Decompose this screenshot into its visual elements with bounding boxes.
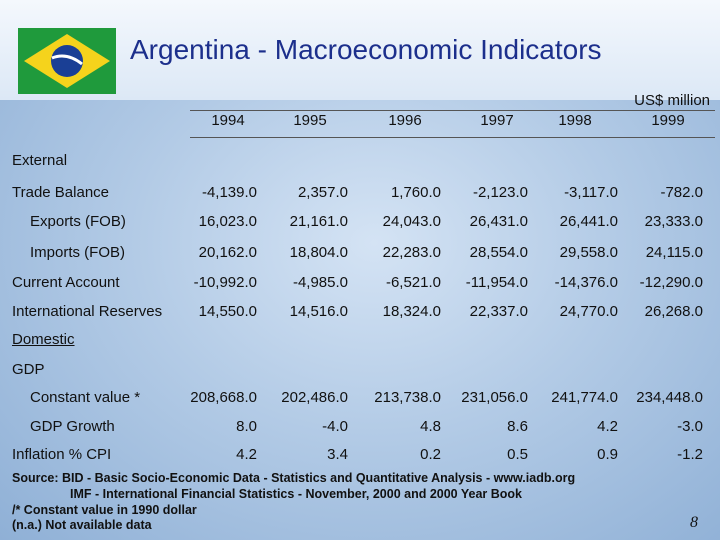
cell: 2,357.0 (297, 184, 348, 201)
column-header: 1999 (651, 112, 685, 129)
cell: 23,333.0 (644, 213, 703, 230)
row-label: Current Account (12, 274, 120, 291)
cell: 4.2 (597, 418, 618, 435)
note: IMF - International Financial Statistics… (70, 487, 523, 501)
cell: 208,668.0 (190, 389, 257, 406)
cell: 202,486.0 (281, 389, 348, 406)
cell: -4,985.0 (292, 274, 348, 291)
cell: -2,123.0 (472, 184, 528, 201)
cell: 18,804.0 (289, 244, 348, 261)
cell: 8.0 (236, 418, 257, 435)
cell: 24,115.0 (645, 244, 703, 261)
note: Source: BID - Basic Socio-Economic Data … (12, 471, 576, 485)
page-number: 8 (690, 514, 698, 531)
cell: 28,554.0 (469, 244, 528, 261)
row-label: International Reserves (12, 303, 163, 320)
cell: -14,376.0 (554, 274, 618, 291)
cell: 0.2 (420, 446, 441, 463)
cell: 234,448.0 (636, 389, 703, 406)
cell: -1.2 (677, 446, 703, 463)
cell: 24,043.0 (382, 213, 441, 230)
cell: 20,162.0 (198, 244, 257, 261)
section-label: GDP (12, 361, 45, 378)
cell: 26,268.0 (644, 303, 703, 320)
cell: 1,760.0 (390, 184, 441, 201)
row-label: GDP Growth (30, 418, 115, 435)
cell: 21,161.0 (289, 213, 348, 230)
cell: 0.9 (597, 446, 618, 463)
row-label: Constant value * (30, 389, 141, 406)
unit: US$ million (634, 92, 710, 109)
cell: 231,056.0 (461, 389, 528, 406)
row-label: Exports (FOB) (30, 213, 126, 230)
cell: 4.2 (236, 446, 257, 463)
cell: 22,283.0 (382, 244, 441, 261)
section-label: Domestic (12, 331, 75, 348)
column-header: 1994 (211, 112, 245, 129)
rule (190, 110, 715, 111)
cell: -10,992.0 (193, 274, 257, 291)
cell: -3.0 (677, 418, 703, 435)
row-label: Imports (FOB) (30, 244, 126, 261)
cell: -11,954.0 (465, 274, 528, 291)
cell: -6,521.0 (385, 274, 441, 291)
cell: -4.0 (322, 418, 348, 435)
cell: 14,550.0 (198, 303, 257, 320)
cell: 22,337.0 (469, 303, 528, 320)
cell: -4,139.0 (201, 184, 257, 201)
cell: 241,774.0 (551, 389, 618, 406)
cell: 29,558.0 (559, 244, 618, 261)
cell: 16,023.0 (198, 213, 257, 230)
cell: -3,117.0 (564, 184, 618, 201)
note: (n.a.) Not available data (12, 518, 152, 532)
cell: 26,431.0 (469, 213, 528, 230)
cell: 0.5 (507, 446, 528, 463)
cell: 213,738.0 (374, 389, 441, 406)
cell: 18,324.0 (382, 303, 441, 320)
cell: -782.0 (660, 184, 703, 201)
flag (18, 28, 116, 94)
column-header: 1998 (558, 112, 592, 129)
note: /* Constant value in 1990 dollar (12, 503, 197, 517)
cell: 26,441.0 (559, 213, 618, 230)
cell: -12,290.0 (639, 274, 703, 291)
section-label: External (12, 152, 68, 169)
cell: 24,770.0 (559, 303, 618, 320)
title: Argentina - Macroeconomic Indicators (130, 34, 602, 65)
column-header: 1997 (480, 112, 514, 129)
rule (190, 137, 715, 138)
column-header: 1996 (388, 112, 422, 129)
cell: 3.4 (327, 446, 348, 463)
cell: 14,516.0 (289, 303, 348, 320)
cell: 4.8 (420, 418, 441, 435)
cell: 8.6 (507, 418, 528, 435)
header-band (0, 0, 720, 100)
column-header: 1995 (293, 112, 327, 129)
row-label: Inflation % CPI (12, 446, 112, 463)
row-label: Trade Balance (12, 184, 110, 201)
